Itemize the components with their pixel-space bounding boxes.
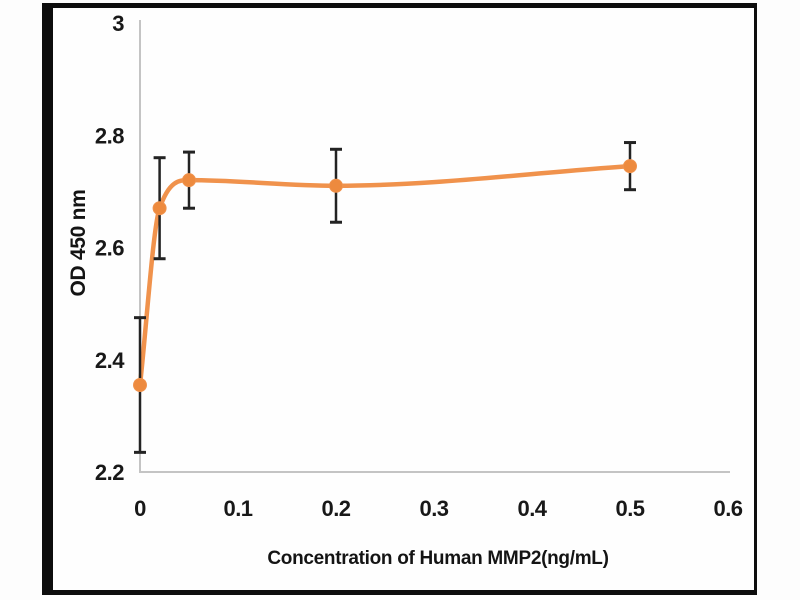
data-point-marker (329, 178, 343, 193)
data-point-marker (182, 173, 196, 188)
x-tick-label: 0.4 (517, 496, 547, 521)
x-tick-label: 0.2 (321, 496, 350, 521)
y-tick-label: 2.2 (95, 460, 124, 485)
x-tick-label: 0 (134, 496, 146, 521)
y-axis-title: OD 450 nm (67, 189, 90, 297)
y-tick-label: 2.4 (95, 348, 125, 373)
x-axis-title: Concentration of Human MMP2(ng/mL) (267, 548, 609, 569)
y-tick-label: 3 (112, 11, 124, 36)
chart-frame (42, 3, 757, 595)
data-point-marker (152, 201, 167, 216)
x-tick-label: 0.6 (713, 496, 742, 521)
y-tick-label: 2.6 (95, 236, 124, 261)
y-tick-label: 2.8 (95, 123, 124, 148)
x-tick-label: 0.5 (615, 496, 644, 521)
x-tick-label: 0.1 (223, 496, 252, 521)
data-point-marker (133, 378, 147, 393)
x-tick-label: 0.3 (419, 496, 448, 521)
data-point-marker (623, 159, 637, 174)
series-line (137, 163, 633, 388)
